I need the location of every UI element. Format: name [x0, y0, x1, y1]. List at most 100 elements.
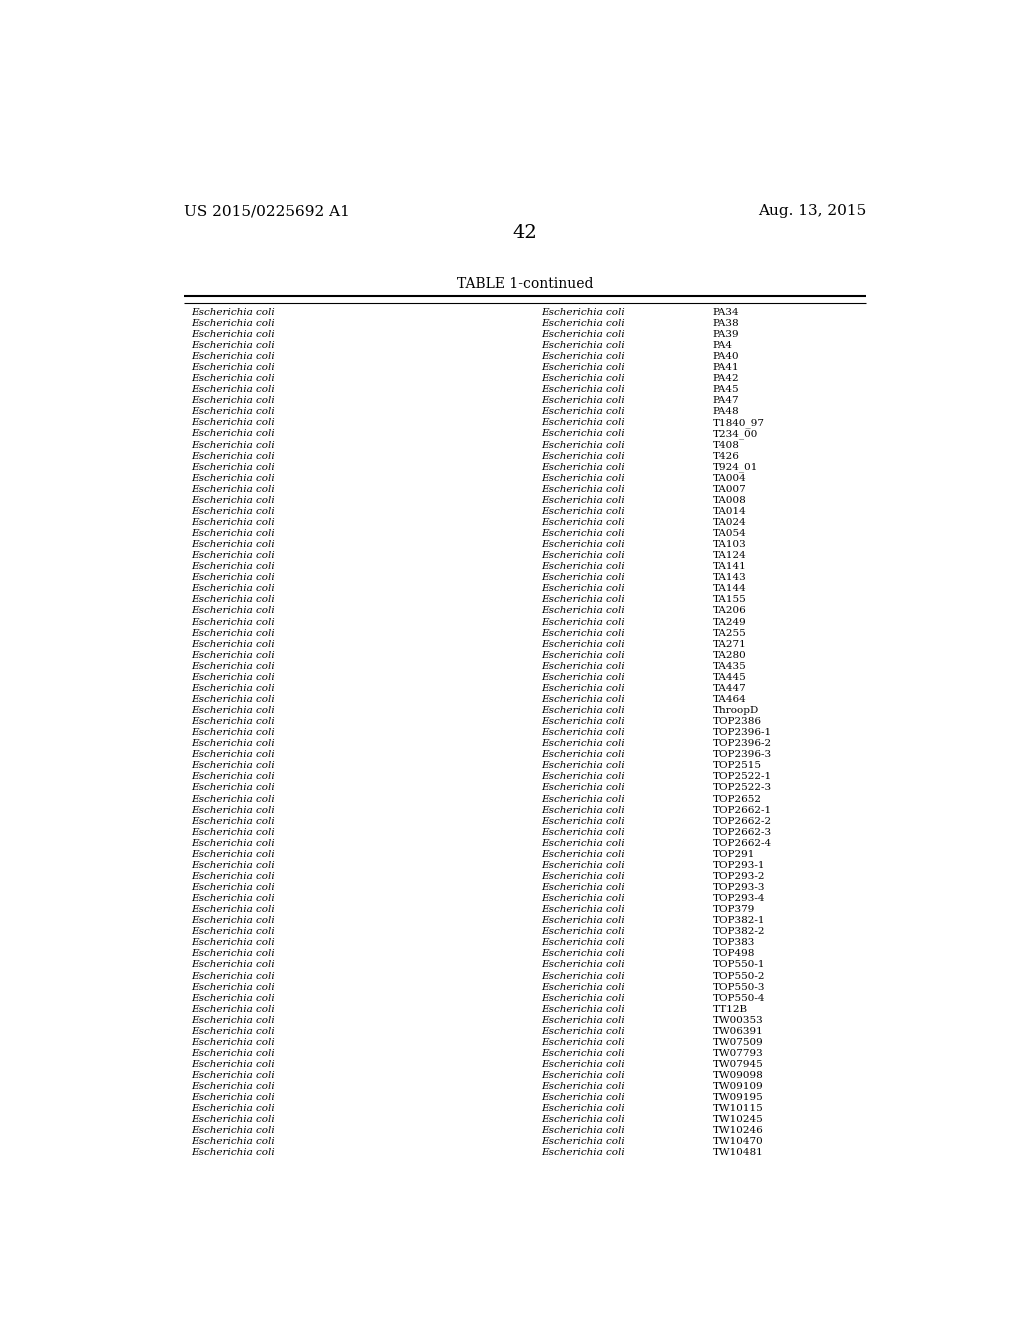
Text: Escherichia coli: Escherichia coli — [541, 828, 628, 837]
Text: Escherichia coli: Escherichia coli — [191, 684, 279, 693]
Text: Escherichia coli: Escherichia coli — [191, 661, 279, 671]
Text: Escherichia coli: Escherichia coli — [191, 762, 279, 771]
Text: Escherichia coli: Escherichia coli — [191, 606, 279, 615]
Text: Escherichia coli: Escherichia coli — [191, 795, 279, 804]
Text: Escherichia coli: Escherichia coli — [541, 408, 628, 416]
Text: TOP550-4: TOP550-4 — [713, 994, 765, 1003]
Text: Escherichia coli: Escherichia coli — [191, 308, 279, 317]
Text: Escherichia coli: Escherichia coli — [191, 408, 279, 416]
Text: TOP293-1: TOP293-1 — [713, 861, 765, 870]
Text: Escherichia coli: Escherichia coli — [541, 916, 628, 925]
Text: TA103: TA103 — [713, 540, 746, 549]
Text: Escherichia coli: Escherichia coli — [541, 496, 628, 504]
Text: TA144: TA144 — [713, 585, 746, 594]
Text: Escherichia coli: Escherichia coli — [191, 750, 279, 759]
Text: Escherichia coli: Escherichia coli — [191, 861, 279, 870]
Text: Escherichia coli: Escherichia coli — [541, 717, 628, 726]
Text: TA464: TA464 — [713, 694, 746, 704]
Text: Escherichia coli: Escherichia coli — [541, 939, 628, 948]
Text: T924_01: T924_01 — [713, 463, 758, 473]
Text: Escherichia coli: Escherichia coli — [541, 894, 628, 903]
Text: Escherichia coli: Escherichia coli — [541, 517, 628, 527]
Text: Escherichia coli: Escherichia coli — [541, 949, 628, 958]
Text: Escherichia coli: Escherichia coli — [541, 341, 628, 350]
Text: Escherichia coli: Escherichia coli — [541, 982, 628, 991]
Text: TOP2662-2: TOP2662-2 — [713, 817, 772, 825]
Text: TOP2522-3: TOP2522-3 — [713, 784, 772, 792]
Text: T1840_97: T1840_97 — [713, 418, 765, 428]
Text: Escherichia coli: Escherichia coli — [191, 949, 279, 958]
Text: Escherichia coli: Escherichia coli — [191, 817, 279, 825]
Text: Escherichia coli: Escherichia coli — [541, 396, 628, 405]
Text: Escherichia coli: Escherichia coli — [191, 552, 279, 560]
Text: Escherichia coli: Escherichia coli — [191, 694, 279, 704]
Text: TW09195: TW09195 — [713, 1093, 763, 1102]
Text: Escherichia coli: Escherichia coli — [191, 927, 279, 936]
Text: Escherichia coli: Escherichia coli — [541, 474, 628, 483]
Text: TW07793: TW07793 — [713, 1049, 763, 1057]
Text: TW10470: TW10470 — [713, 1138, 763, 1147]
Text: PA42: PA42 — [713, 374, 739, 383]
Text: Escherichia coli: Escherichia coli — [541, 706, 628, 715]
Text: Escherichia coli: Escherichia coli — [191, 330, 279, 339]
Text: PA45: PA45 — [713, 385, 739, 395]
Text: Escherichia coli: Escherichia coli — [541, 429, 628, 438]
Text: Escherichia coli: Escherichia coli — [191, 838, 279, 847]
Text: Escherichia coli: Escherichia coli — [191, 939, 279, 948]
Text: Escherichia coli: Escherichia coli — [541, 805, 628, 814]
Text: Escherichia coli: Escherichia coli — [191, 1027, 279, 1036]
Text: Escherichia coli: Escherichia coli — [191, 474, 279, 483]
Text: TA014: TA014 — [713, 507, 746, 516]
Text: Escherichia coli: Escherichia coli — [191, 562, 279, 572]
Text: Escherichia coli: Escherichia coli — [191, 352, 279, 362]
Text: Escherichia coli: Escherichia coli — [191, 585, 279, 594]
Text: Escherichia coli: Escherichia coli — [541, 817, 628, 825]
Text: Escherichia coli: Escherichia coli — [191, 1105, 279, 1113]
Text: Escherichia coli: Escherichia coli — [191, 429, 279, 438]
Text: Escherichia coli: Escherichia coli — [541, 1016, 628, 1024]
Text: Escherichia coli: Escherichia coli — [541, 618, 628, 627]
Text: US 2015/0225692 A1: US 2015/0225692 A1 — [183, 205, 349, 218]
Text: Escherichia coli: Escherichia coli — [191, 451, 279, 461]
Text: Escherichia coli: Escherichia coli — [191, 994, 279, 1003]
Text: Escherichia coli: Escherichia coli — [191, 729, 279, 737]
Text: Escherichia coli: Escherichia coli — [541, 1049, 628, 1057]
Text: TOP550-2: TOP550-2 — [713, 972, 765, 981]
Text: PA41: PA41 — [713, 363, 739, 372]
Text: Escherichia coli: Escherichia coli — [191, 573, 279, 582]
Text: 42: 42 — [512, 224, 538, 243]
Text: Escherichia coli: Escherichia coli — [191, 363, 279, 372]
Text: Escherichia coli: Escherichia coli — [541, 795, 628, 804]
Text: TW09109: TW09109 — [713, 1082, 763, 1092]
Text: TA141: TA141 — [713, 562, 746, 572]
Text: TA249: TA249 — [713, 618, 746, 627]
Text: Escherichia coli: Escherichia coli — [541, 540, 628, 549]
Text: ThroopD: ThroopD — [713, 706, 759, 715]
Text: Escherichia coli: Escherichia coli — [191, 529, 279, 539]
Text: Escherichia coli: Escherichia coli — [541, 1093, 628, 1102]
Text: Escherichia coli: Escherichia coli — [191, 873, 279, 880]
Text: Escherichia coli: Escherichia coli — [541, 994, 628, 1003]
Text: TA280: TA280 — [713, 651, 746, 660]
Text: TW07509: TW07509 — [713, 1038, 763, 1047]
Text: TW10246: TW10246 — [713, 1126, 763, 1135]
Text: Escherichia coli: Escherichia coli — [541, 507, 628, 516]
Text: TT12B: TT12B — [713, 1005, 748, 1014]
Text: TOP379: TOP379 — [713, 906, 755, 915]
Text: TA271: TA271 — [713, 640, 746, 648]
Text: TABLE 1-continued: TABLE 1-continued — [457, 277, 593, 292]
Text: Escherichia coli: Escherichia coli — [191, 463, 279, 471]
Text: Escherichia coli: Escherichia coli — [541, 330, 628, 339]
Text: Escherichia coli: Escherichia coli — [191, 517, 279, 527]
Text: Escherichia coli: Escherichia coli — [541, 352, 628, 362]
Text: TW00353: TW00353 — [713, 1016, 763, 1024]
Text: Escherichia coli: Escherichia coli — [191, 1093, 279, 1102]
Text: Escherichia coli: Escherichia coli — [191, 706, 279, 715]
Text: Escherichia coli: Escherichia coli — [191, 319, 279, 327]
Text: Escherichia coli: Escherichia coli — [541, 873, 628, 880]
Text: Escherichia coli: Escherichia coli — [541, 418, 628, 428]
Text: Escherichia coli: Escherichia coli — [191, 717, 279, 726]
Text: TOP383: TOP383 — [713, 939, 755, 948]
Text: Escherichia coli: Escherichia coli — [541, 640, 628, 648]
Text: Escherichia coli: Escherichia coli — [191, 1005, 279, 1014]
